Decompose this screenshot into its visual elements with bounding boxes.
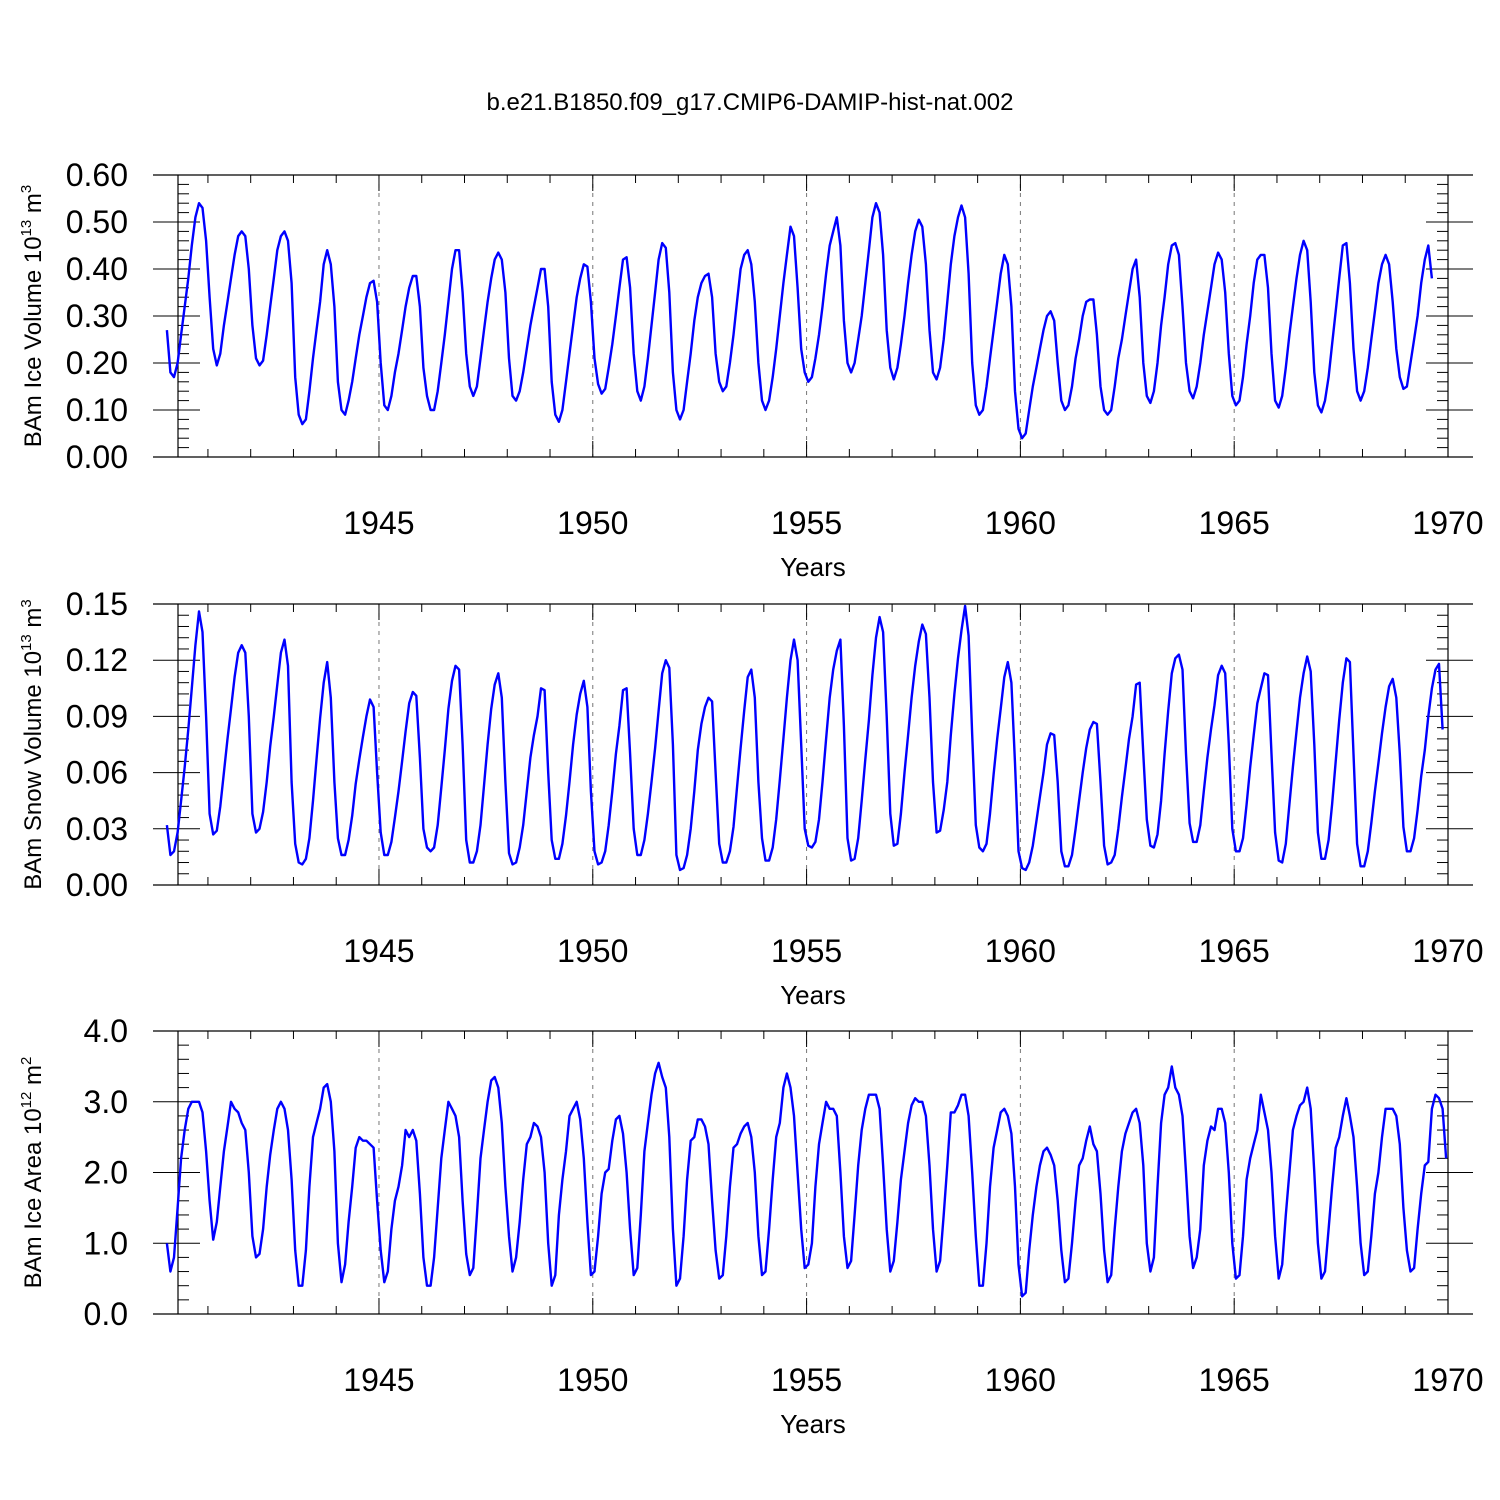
y-axis-title-exp: 12 [18, 1092, 35, 1109]
y-tick-label: 0.03 [66, 811, 128, 847]
y-axis-title-unit-exp: 2 [18, 1057, 35, 1065]
x-tick-label: 1945 [343, 505, 414, 541]
x-tick-label: 1970 [1412, 1362, 1483, 1398]
y-tick-label: 0.00 [66, 867, 128, 903]
x-axis-title: Years [780, 552, 846, 582]
y-axis-title-base: BAm Snow Volume 10 [20, 651, 47, 890]
x-axis-title: Years [780, 1409, 846, 1439]
y-axis-title-exp: 13 [18, 220, 35, 237]
x-tick-label: 1960 [985, 1362, 1056, 1398]
y-tick-label: 0.30 [66, 298, 128, 334]
x-tick-label: 1970 [1412, 933, 1483, 969]
x-tick-label: 1950 [557, 933, 628, 969]
panels: 1945 1950 1955 1960 1965 1970 Years 0.00 0.10 0.2… [18, 157, 1484, 1439]
y-axis-title-unit-exp: 3 [18, 599, 35, 607]
series-line [165, 201, 1434, 440]
y-tick-label: 0.40 [66, 251, 128, 287]
chart-panel-1: 1945 1950 1955 1960 1965 1970 Years 0.00 0.10 0.2… [18, 157, 1484, 582]
x-tick-label: 1955 [771, 1362, 842, 1398]
y-tick-label: 1.0 [84, 1225, 128, 1261]
y-tick-label: 0.60 [66, 157, 128, 193]
x-tick-label: 1945 [343, 933, 414, 969]
x-tick-label: 1970 [1412, 505, 1483, 541]
y-tick-label: 0.10 [66, 392, 128, 428]
series-line [165, 1061, 1448, 1298]
y-tick-label: 0.15 [66, 586, 128, 622]
y-axis-title-base: BAm Ice Area 10 [20, 1108, 47, 1288]
chart-panel-2: 1945 1950 1955 1960 1965 1970 Years 0.00 0.03 0.0… [18, 586, 1484, 1010]
y-axis-title-unit: m [20, 608, 47, 635]
x-tick-label: 1950 [557, 505, 628, 541]
y-tick-label: 0.50 [66, 204, 128, 240]
x-tick-label: 1955 [771, 933, 842, 969]
y-axis-title-base: BAm Ice Volume 10 [20, 236, 47, 447]
y-axis-title: BAm Ice Volume 1013 m3 [18, 185, 47, 447]
x-tick-label: 1960 [985, 933, 1056, 969]
x-tick-label: 1945 [343, 1362, 414, 1398]
series-line [165, 604, 1444, 872]
y-tick-label: 4.0 [84, 1013, 128, 1049]
y-tick-label: 0.12 [66, 642, 128, 678]
x-axis-title: Years [780, 980, 846, 1010]
y-tick-label: 3.0 [84, 1084, 128, 1120]
y-tick-label: 2.0 [84, 1155, 128, 1191]
x-tick-label: 1965 [1199, 933, 1270, 969]
chart-panel-3: 1945 1950 1955 1960 1965 1970 Years 0.0 1.0 2.0 3.… [18, 1013, 1484, 1439]
y-tick-label: 0.0 [84, 1296, 128, 1332]
y-tick-label: 0.06 [66, 755, 128, 791]
y-axis-title: BAm Snow Volume 1013 m3 [18, 599, 47, 890]
y-axis-title-unit: m [20, 1065, 47, 1092]
x-tick-label: 1950 [557, 1362, 628, 1398]
y-tick-label: 0.09 [66, 698, 128, 734]
y-axis-title-unit: m [20, 193, 47, 220]
y-tick-label: 0.00 [66, 439, 128, 475]
y-axis-title: BAm Ice Area 1012 m2 [18, 1057, 47, 1289]
y-axis-title-exp: 13 [18, 634, 35, 651]
x-tick-label: 1965 [1199, 505, 1270, 541]
y-tick-label: 0.20 [66, 345, 128, 381]
x-tick-label: 1960 [985, 505, 1056, 541]
x-tick-label: 1955 [771, 505, 842, 541]
x-tick-label: 1965 [1199, 1362, 1270, 1398]
main-title: b.e21.B1850.f09_g17.CMIP6-DAMIP-hist-nat… [487, 89, 1014, 116]
y-axis-title-unit-exp: 3 [18, 185, 35, 193]
